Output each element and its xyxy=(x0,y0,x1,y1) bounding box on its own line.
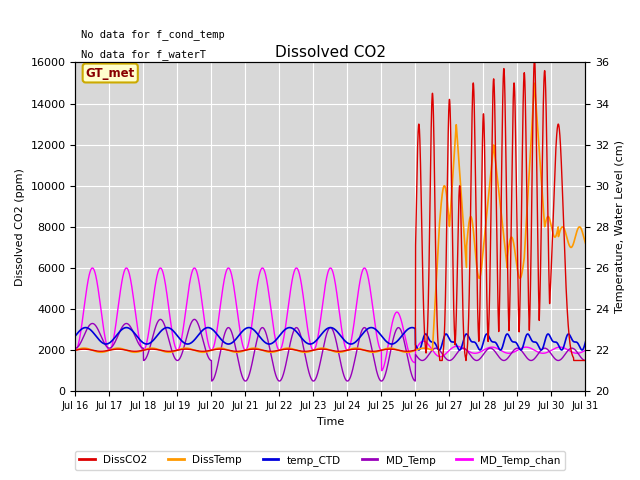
Y-axis label: Temperature, Water Level (cm): Temperature, Water Level (cm) xyxy=(615,140,625,313)
Text: No data for f_cond_temp: No data for f_cond_temp xyxy=(81,29,224,40)
Title: Dissolved CO2: Dissolved CO2 xyxy=(275,45,386,60)
X-axis label: Time: Time xyxy=(317,417,344,427)
Y-axis label: Dissolved CO2 (ppm): Dissolved CO2 (ppm) xyxy=(15,168,25,286)
Text: No data for f_waterT: No data for f_waterT xyxy=(81,49,205,60)
Legend: DissCO2, DissTemp, temp_CTD, MD_Temp, MD_Temp_chan: DissCO2, DissTemp, temp_CTD, MD_Temp, MD… xyxy=(76,451,564,470)
Text: GT_met: GT_met xyxy=(86,67,135,80)
